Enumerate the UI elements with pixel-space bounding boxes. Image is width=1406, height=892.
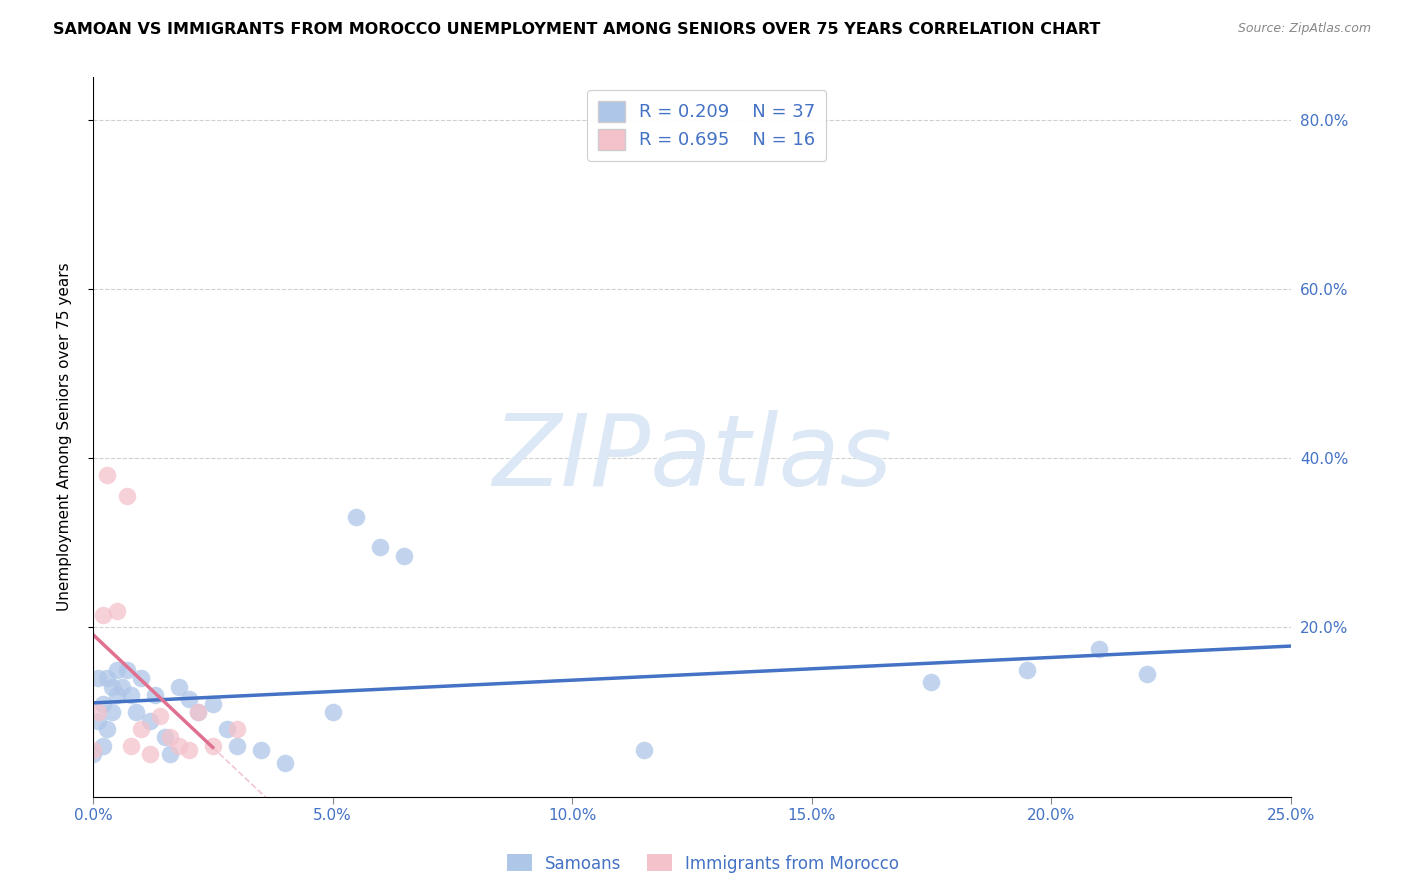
Point [105,603,128,617]
Point [96,468,118,483]
Point [346,510,368,524]
Point [273,756,295,770]
Point [101,680,124,694]
Point [82,743,104,757]
Point [1136,667,1159,681]
Y-axis label: Unemployment Among Seniors over 75 years: Unemployment Among Seniors over 75 years [58,263,72,611]
Point [129,671,152,685]
Point [394,549,416,563]
Point [143,688,166,702]
Point [139,714,162,728]
Point [177,743,200,757]
Point [125,705,148,719]
Point [96,722,118,736]
Point [187,705,209,719]
Point [120,688,142,702]
Point [920,675,942,690]
Point [96,671,118,685]
Point [120,739,142,753]
Point [101,705,124,719]
Point [159,731,181,745]
Point [87,714,110,728]
Point [167,680,190,694]
Point [82,747,104,762]
Point [217,722,239,736]
Point [129,722,152,736]
Legend: Samoans, Immigrants from Morocco: Samoans, Immigrants from Morocco [501,847,905,880]
Point [177,692,200,706]
Legend: R = 0.209    N = 37, R = 0.695    N = 16: R = 0.209 N = 37, R = 0.695 N = 16 [588,90,827,161]
Point [153,731,176,745]
Point [139,747,162,762]
Point [149,709,172,723]
Point [249,743,271,757]
Point [105,688,128,702]
Point [105,663,128,677]
Point [201,697,224,711]
Point [159,747,181,762]
Point [87,705,110,719]
Point [1088,641,1111,656]
Point [91,697,114,711]
Point [1017,663,1039,677]
Point [633,743,655,757]
Point [201,739,224,753]
Point [91,739,114,753]
Point [370,540,392,554]
Point [167,739,190,753]
Point [187,705,209,719]
Text: SAMOAN VS IMMIGRANTS FROM MOROCCO UNEMPLOYMENT AMONG SENIORS OVER 75 YEARS CORRE: SAMOAN VS IMMIGRANTS FROM MOROCCO UNEMPL… [53,22,1101,37]
Text: ZIPatlas: ZIPatlas [492,410,891,508]
Point [111,680,134,694]
Text: Source: ZipAtlas.com: Source: ZipAtlas.com [1237,22,1371,36]
Point [115,663,138,677]
Point [91,607,114,622]
Point [87,671,110,685]
Point [322,705,344,719]
Point [115,489,138,503]
Point [225,722,247,736]
Point [225,739,247,753]
